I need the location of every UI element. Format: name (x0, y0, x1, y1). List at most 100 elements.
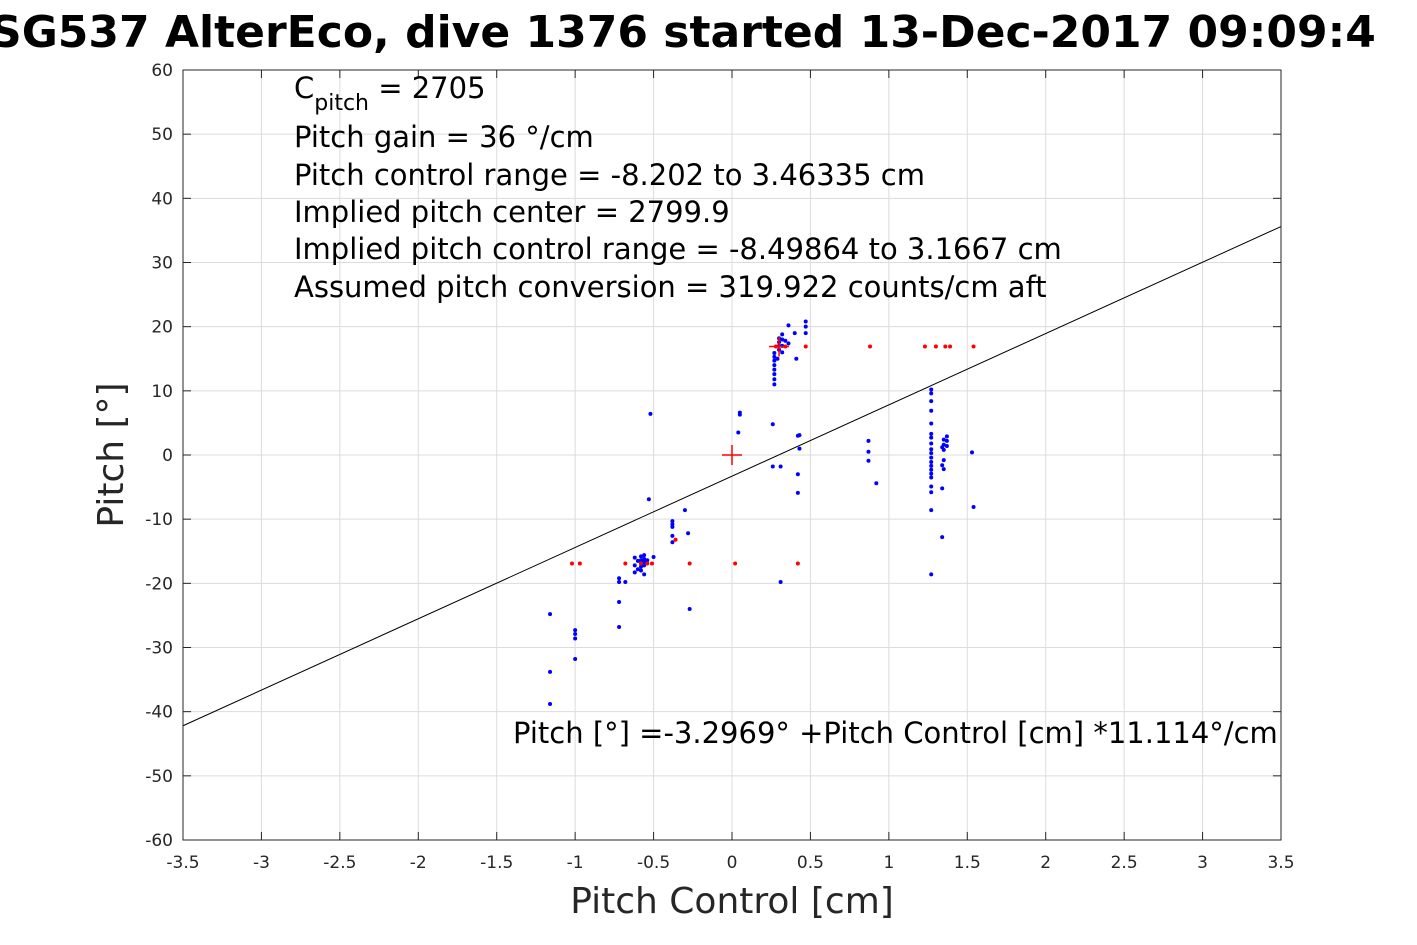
blue-data-point (548, 701, 553, 706)
blue-data-point (941, 442, 946, 447)
x-tick-label: 0.5 (797, 853, 824, 873)
blue-data-point (929, 455, 934, 460)
blue-data-point (795, 472, 800, 477)
blue-data-point (632, 555, 637, 560)
blue-data-point (772, 363, 777, 368)
blue-data-point (778, 464, 783, 469)
c-pitch-annotation: Cpitch = 2705 (294, 71, 486, 116)
blue-data-point (929, 441, 934, 446)
red-data-point (803, 344, 808, 349)
y-tick-label: 60 (151, 61, 173, 81)
blue-data-point (778, 580, 783, 585)
blue-data-point (929, 471, 934, 476)
blue-data-point (737, 410, 742, 415)
data-points-layer (548, 319, 976, 706)
blue-data-point (929, 490, 934, 495)
x-tick-label: -1 (567, 853, 584, 873)
x-tick-label: -3.5 (166, 853, 199, 873)
blue-data-point (772, 350, 777, 355)
blue-data-point (635, 567, 640, 572)
blue-data-point (632, 563, 637, 568)
c-pitch-symbol: C (294, 71, 314, 105)
blue-data-point (646, 497, 651, 502)
y-tick-label: 0 (162, 446, 173, 466)
blue-data-point (772, 382, 777, 387)
x-tick-label: 0 (727, 853, 738, 873)
red-data-point (733, 561, 738, 566)
blue-data-point (573, 636, 578, 641)
blue-data-point (971, 504, 976, 509)
blue-data-point (929, 391, 934, 396)
blue-data-point (670, 533, 675, 538)
x-tick-label: 1.5 (954, 853, 981, 873)
y-tick-label: -40 (145, 703, 173, 723)
red-data-point (650, 561, 655, 566)
blue-data-point (772, 377, 777, 382)
red-data-point (687, 561, 692, 566)
blue-data-point (775, 356, 780, 361)
blue-data-point (642, 572, 647, 577)
ticks-layer: -3.5 -3 -2.5 -2 -1.5 -1 -0.5 0 0.5 1 1.5 2 2.5 3 3.5 60… (145, 61, 1294, 873)
x-tick-label: -3 (253, 853, 270, 873)
blue-data-point (670, 519, 675, 524)
chart-title: SG537 AlterEco, dive 1376 started 13-Dec… (0, 7, 1376, 58)
blue-data-point (929, 475, 934, 480)
blue-data-point (682, 508, 687, 513)
red-data-point (577, 561, 582, 566)
red-data-point (943, 344, 948, 349)
fit-equation-annotation: Pitch [°] =-3.2969° +Pitch Control [cm] … (513, 716, 1278, 750)
y-tick-label: -50 (145, 767, 173, 787)
blue-data-point (573, 657, 578, 662)
red-data-point (673, 537, 678, 542)
blue-data-point (929, 467, 934, 472)
blue-data-point (642, 556, 647, 561)
blue-data-point (874, 481, 879, 486)
y-tick-label: -10 (145, 510, 173, 530)
blue-data-point (944, 434, 949, 439)
blue-data-point (940, 463, 945, 468)
x-tick-label: 3.5 (1267, 853, 1294, 873)
blue-data-point (670, 540, 675, 545)
fit-line-layer (182, 226, 1282, 727)
red-data-point (971, 344, 976, 349)
blue-data-point (639, 558, 644, 563)
y-tick-label: 40 (151, 189, 173, 209)
x-tick-label: 3 (1197, 853, 1208, 873)
blue-data-point (642, 553, 647, 558)
cross-marker (722, 445, 742, 465)
y-tick-label: 10 (151, 382, 173, 402)
blue-data-point (794, 356, 799, 361)
annotation-block: Cpitch = 2705 Pitch gain = 36 °/cm Pitch… (294, 71, 1278, 750)
cross-marker (769, 336, 790, 357)
blue-data-point (648, 411, 653, 416)
blue-data-point (929, 460, 934, 465)
x-tick-label: 2 (1040, 853, 1051, 873)
grid-layer (182, 69, 1282, 841)
blue-data-point (772, 372, 777, 377)
blue-data-point (803, 331, 808, 336)
fit-line (182, 226, 1282, 727)
red-data-point (948, 344, 953, 349)
blue-data-point (645, 558, 650, 563)
blue-data-point (866, 449, 871, 454)
c-pitch-subscript: pitch (314, 91, 369, 116)
y-tick-label: -20 (145, 574, 173, 594)
blue-data-point (929, 421, 934, 426)
x-tick-label: -1.5 (480, 853, 513, 873)
blue-data-point (929, 447, 934, 452)
blue-data-point (944, 444, 949, 449)
x-axis-label: Pitch Control [cm] (570, 881, 894, 922)
y-tick-label: -30 (145, 639, 173, 659)
blue-data-point (929, 435, 934, 440)
pitch-conversion-annotation: Assumed pitch conversion = 319.922 count… (294, 270, 1047, 304)
y-tick-label: 50 (151, 125, 173, 145)
blue-data-point (770, 464, 775, 469)
blue-data-point (772, 354, 777, 359)
blue-data-point (929, 387, 934, 392)
blue-data-point (866, 458, 871, 463)
c-pitch-value: = 2705 (369, 71, 486, 105)
blue-data-point (786, 341, 791, 346)
blue-data-point (642, 560, 647, 565)
blue-data-point (941, 447, 946, 452)
blue-data-point (772, 358, 777, 363)
